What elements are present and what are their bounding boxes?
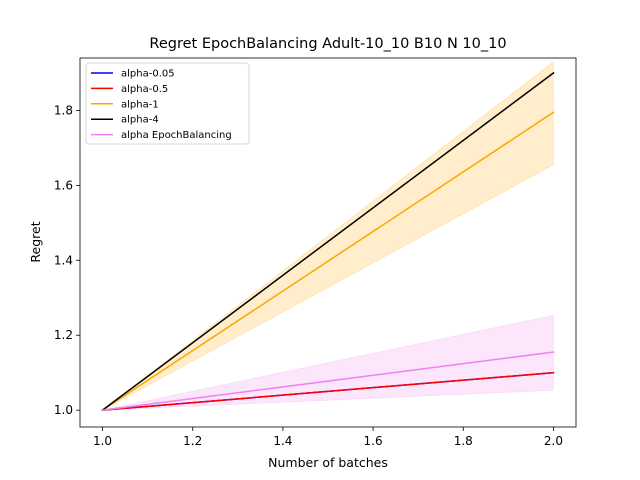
x-tick-label: 1.4 <box>273 434 292 448</box>
legend-label-alpha-epochbalancing: alpha EpochBalancing <box>121 130 232 141</box>
x-axis-label: Number of batches <box>268 455 388 470</box>
band-alpha-1 <box>102 60 554 411</box>
line-alpha-epochbalancing <box>101 351 555 411</box>
legend-items: alpha-0.05 alpha-0.5 alpha-1 alpha-4 alpha E… <box>91 69 232 141</box>
legend-label-alpha-1: alpha-1 <box>121 99 159 110</box>
x-axis-ticks: 1.0 1.2 1.4 1.6 1.8 2.0 <box>93 427 563 448</box>
y-tick-label: 1.2 <box>54 328 73 342</box>
line-alpha-4 <box>101 71 555 412</box>
y-tick-label: 1.6 <box>54 178 73 192</box>
x-tick-label: 1.6 <box>364 434 383 448</box>
legend-label-alpha-0-5: alpha-0.5 <box>121 84 168 95</box>
x-tick-label: 1.2 <box>183 434 202 448</box>
line-alpha-0-5 <box>101 371 555 411</box>
legend-box <box>85 62 250 145</box>
y-tick-label: 1.0 <box>54 403 73 417</box>
y-tick-label: 1.4 <box>54 253 73 267</box>
series-lines <box>101 71 555 412</box>
confidence-bands <box>102 60 554 411</box>
x-tick-label: 1.0 <box>93 434 112 448</box>
plot-frame <box>79 57 577 428</box>
y-axis-ticks: 1.0 1.2 1.4 1.6 1.8 <box>54 103 80 417</box>
y-tick-label: 1.8 <box>54 103 73 117</box>
y-axis-label: Regret <box>28 221 43 262</box>
legend: alpha-0.05 alpha-0.5 alpha-1 alpha-4 alpha E… <box>85 62 250 145</box>
legend-label-alpha-0-05: alpha-0.05 <box>121 69 175 80</box>
x-tick-label: 2.0 <box>544 434 563 448</box>
chart-title: Regret EpochBalancing Adult-10_10 B10 N … <box>149 36 506 52</box>
line-alpha-1 <box>101 111 555 412</box>
x-tick-label: 1.8 <box>454 434 473 448</box>
legend-label-alpha-4: alpha-4 <box>121 115 159 126</box>
